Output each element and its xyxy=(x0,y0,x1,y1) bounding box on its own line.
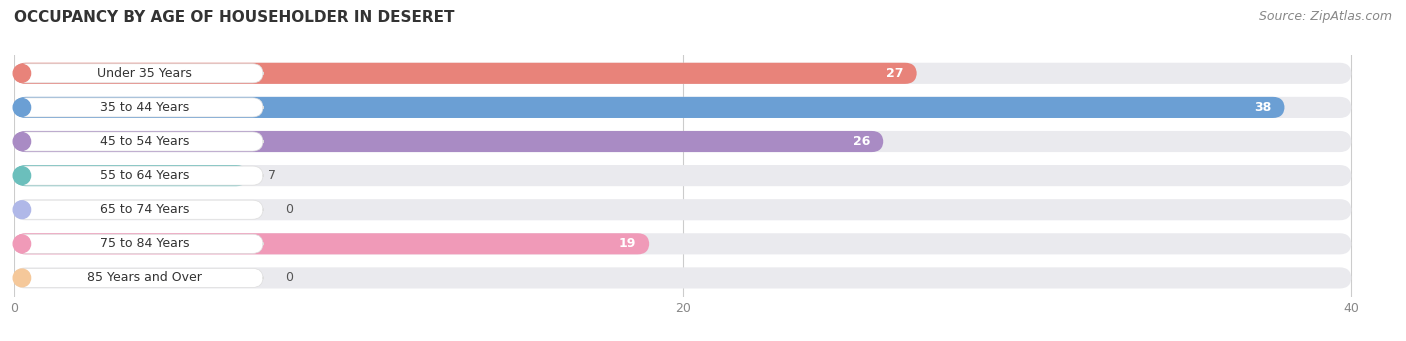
FancyBboxPatch shape xyxy=(15,234,263,253)
FancyBboxPatch shape xyxy=(14,233,1351,254)
Circle shape xyxy=(13,64,31,82)
Text: 19: 19 xyxy=(619,237,636,250)
FancyBboxPatch shape xyxy=(14,165,247,186)
FancyBboxPatch shape xyxy=(14,131,883,152)
Text: 26: 26 xyxy=(852,135,870,148)
Text: 75 to 84 Years: 75 to 84 Years xyxy=(100,237,190,250)
Text: 85 Years and Over: 85 Years and Over xyxy=(87,271,202,284)
Text: 35 to 44 Years: 35 to 44 Years xyxy=(100,101,188,114)
FancyBboxPatch shape xyxy=(14,233,650,254)
Text: Under 35 Years: Under 35 Years xyxy=(97,67,191,80)
FancyBboxPatch shape xyxy=(14,63,1351,84)
Text: OCCUPANCY BY AGE OF HOUSEHOLDER IN DESERET: OCCUPANCY BY AGE OF HOUSEHOLDER IN DESER… xyxy=(14,10,454,25)
Text: 27: 27 xyxy=(886,67,904,80)
Circle shape xyxy=(13,235,31,253)
Text: 0: 0 xyxy=(285,203,292,216)
FancyBboxPatch shape xyxy=(14,199,1351,220)
Circle shape xyxy=(13,269,31,287)
FancyBboxPatch shape xyxy=(15,98,263,117)
FancyBboxPatch shape xyxy=(15,268,263,287)
Text: 38: 38 xyxy=(1254,101,1271,114)
Text: Source: ZipAtlas.com: Source: ZipAtlas.com xyxy=(1258,10,1392,23)
Text: 65 to 74 Years: 65 to 74 Years xyxy=(100,203,190,216)
Text: 45 to 54 Years: 45 to 54 Years xyxy=(100,135,190,148)
FancyBboxPatch shape xyxy=(14,63,917,84)
Circle shape xyxy=(13,167,31,184)
FancyBboxPatch shape xyxy=(14,165,1351,186)
FancyBboxPatch shape xyxy=(15,200,263,219)
Text: 55 to 64 Years: 55 to 64 Years xyxy=(100,169,190,182)
FancyBboxPatch shape xyxy=(15,166,263,185)
Circle shape xyxy=(13,201,31,219)
FancyBboxPatch shape xyxy=(14,97,1351,118)
Circle shape xyxy=(13,99,31,116)
FancyBboxPatch shape xyxy=(15,132,263,151)
FancyBboxPatch shape xyxy=(14,131,1351,152)
Text: 0: 0 xyxy=(285,271,292,284)
FancyBboxPatch shape xyxy=(15,64,263,83)
Text: 7: 7 xyxy=(269,169,276,182)
FancyBboxPatch shape xyxy=(14,267,1351,288)
FancyBboxPatch shape xyxy=(14,97,1285,118)
Circle shape xyxy=(13,133,31,150)
